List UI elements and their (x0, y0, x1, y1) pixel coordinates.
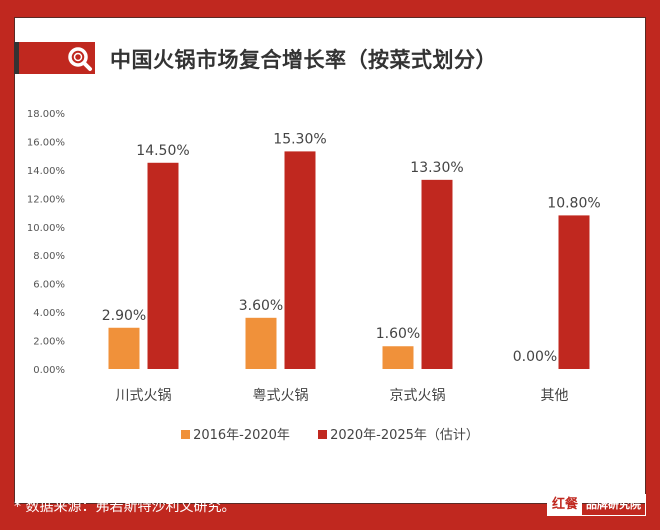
bar-2 (558, 215, 590, 369)
y-tick-label: 10.00% (27, 223, 65, 234)
x-tick-label: 川式火锅 (116, 388, 172, 404)
data-label: 1.60% (376, 326, 420, 342)
x-tick-label: 其他 (541, 388, 569, 404)
y-tick-label: 12.00% (27, 194, 65, 205)
bar-2 (421, 179, 453, 369)
y-tick-label: 18.00% (27, 109, 65, 120)
bar-2 (284, 151, 316, 369)
chart-title: 中国火锅市场复合增长率（按菜式划分） (110, 48, 497, 72)
data-label: 15.30% (273, 131, 326, 147)
legend-item-series1: 2016年-2020年 (181, 428, 290, 443)
legend-label: 2020年-2025年（估计） (330, 428, 479, 443)
data-label: 14.50% (136, 143, 189, 159)
y-tick-label: 8.00% (33, 251, 65, 262)
x-tick-label: 粤式火锅 (253, 388, 309, 404)
search-icon (68, 47, 92, 71)
legend-item-series2: 2020年-2025年（估计） (318, 428, 479, 443)
y-tick-label: 4.00% (33, 308, 65, 319)
y-tick-label: 0.00% (33, 365, 65, 376)
source-note: * 数据来源：弗若斯特沙利文研究。 (14, 499, 236, 515)
x-tick-label: 京式火锅 (390, 388, 446, 404)
legend-label: 2016年-2020年 (193, 428, 290, 443)
bar-1 (382, 346, 414, 369)
brand-name: 品牌研究院 (586, 498, 641, 511)
chart-panel (14, 17, 646, 504)
data-label: 13.30% (410, 160, 463, 176)
bar-2 (147, 162, 179, 369)
y-tick-label: 14.00% (27, 166, 65, 177)
data-label: 10.80% (547, 195, 600, 211)
y-tick-label: 2.00% (33, 337, 65, 348)
brand-logo: 红餐 品牌研究院 (546, 494, 646, 516)
y-tick-label: 6.00% (33, 280, 65, 291)
y-tick-label: 16.00% (27, 137, 65, 148)
brand-logo-mark: 红餐 (547, 495, 582, 515)
legend-swatch (318, 430, 328, 439)
legend: 2016年-2020年 2020年-2025年（估计） (0, 424, 660, 443)
legend-swatch (181, 430, 191, 439)
data-label: 2.90% (102, 308, 146, 324)
bar-1 (245, 317, 277, 369)
bar-1 (108, 327, 140, 369)
data-label: 3.60% (239, 298, 283, 314)
data-label: 0.00% (513, 349, 557, 365)
